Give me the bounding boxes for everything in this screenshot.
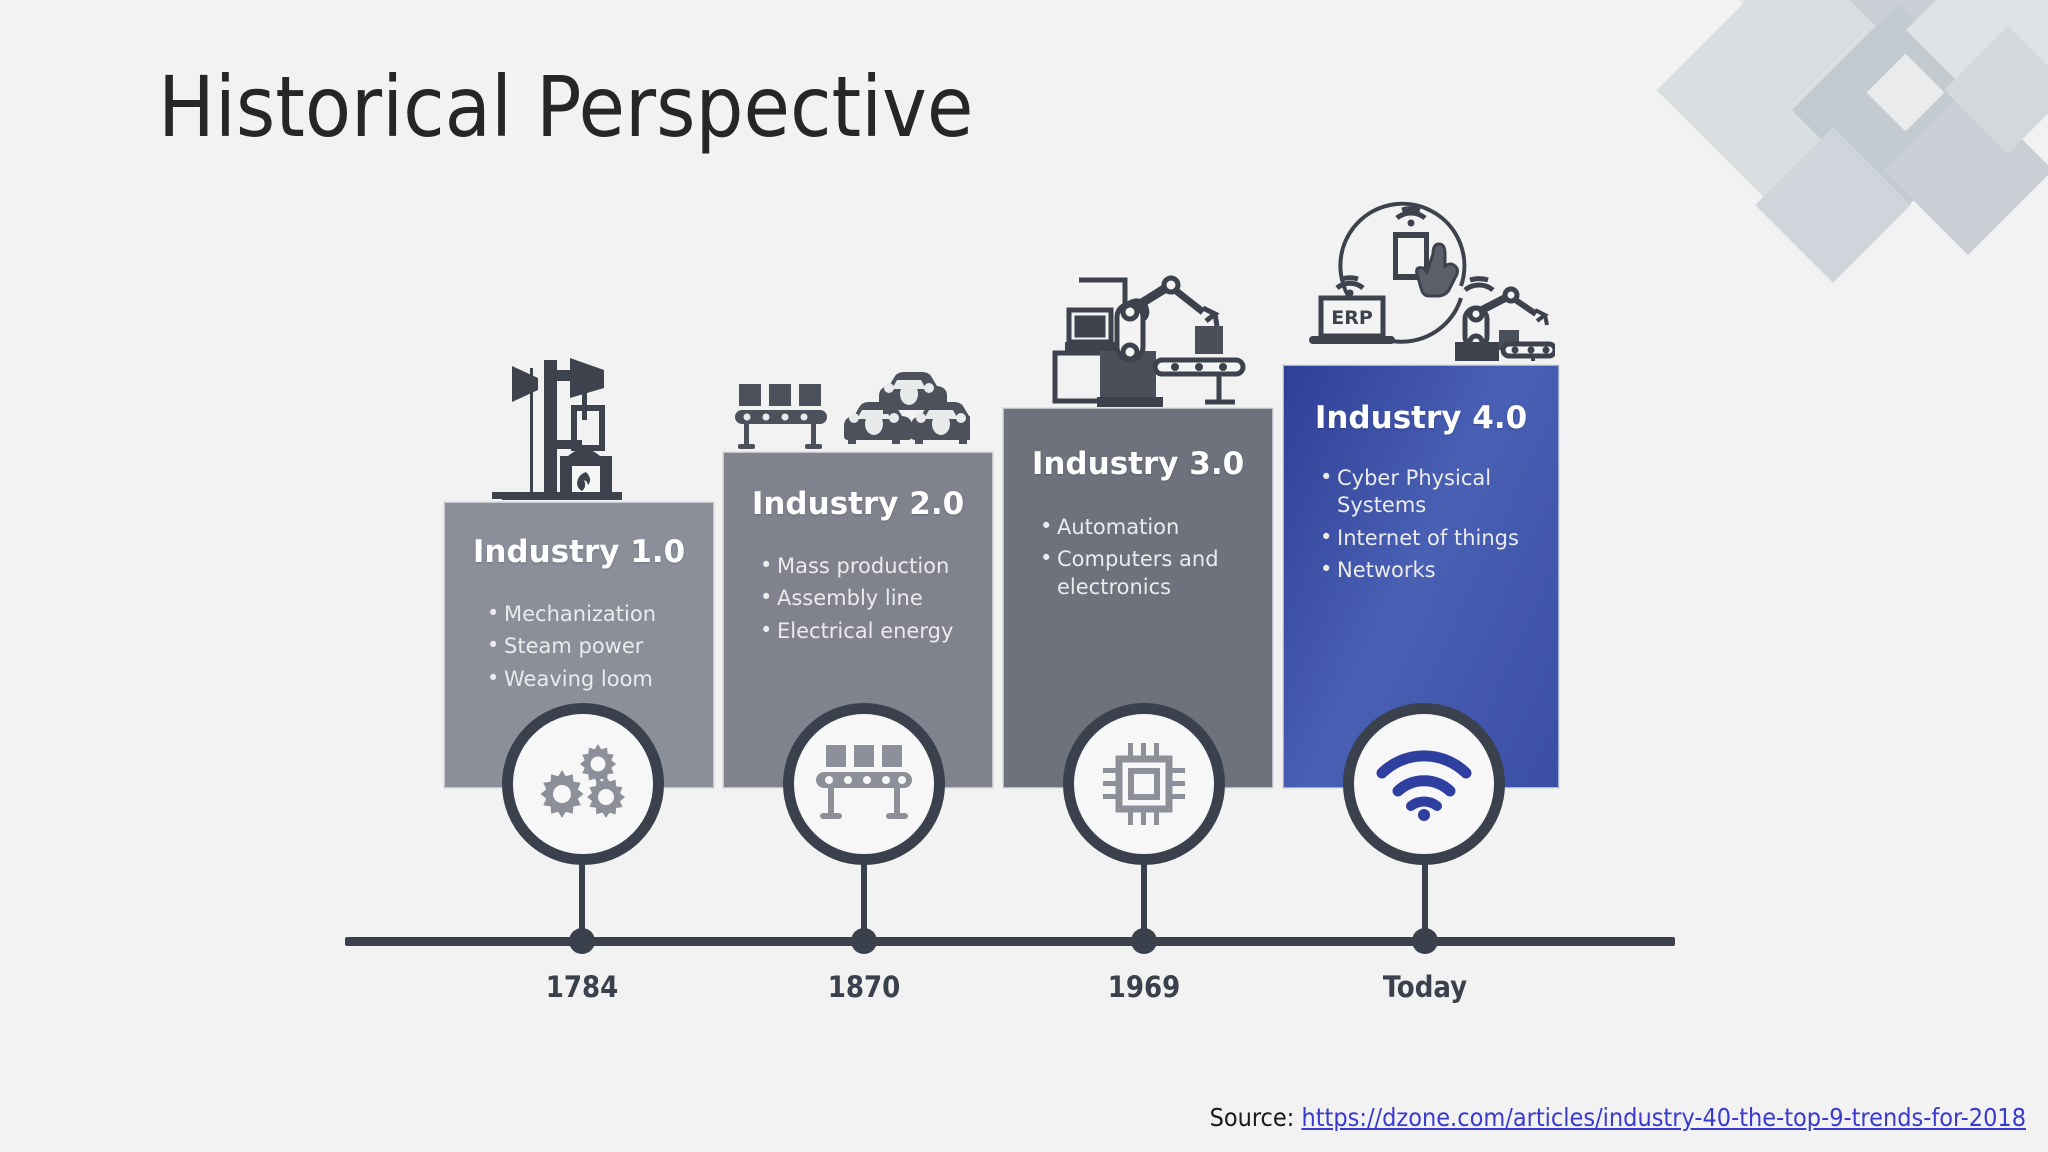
timeline-year-label: 1784: [545, 970, 619, 1004]
robot-arm-computer-illustration: [1045, 268, 1250, 413]
stage-bullets: Automation Computers and electronics: [1040, 513, 1219, 606]
stage-bullet: Assembly line: [760, 584, 953, 612]
timeline-node[interactable]: [851, 928, 877, 954]
stage-title: Industry 1.0: [472, 534, 686, 570]
timeline-stem: [1422, 855, 1428, 941]
timeline-stem: [579, 855, 585, 941]
timeline-node[interactable]: [569, 928, 595, 954]
timeline-axis: [345, 937, 1675, 946]
stage-bar-industry-4[interactable]: Industry 4.0 Cyber Physical Systems Inte…: [1283, 365, 1559, 788]
stage-bullet: Cyber Physical Systems: [1320, 464, 1519, 520]
stage-bar-industry-1[interactable]: Industry 1.0 Mechanization Steam power W…: [444, 502, 714, 788]
stage-bullet: Steam power: [487, 632, 656, 660]
stage-bullets: Cyber Physical Systems Internet of thing…: [1320, 464, 1519, 589]
stage-bullet: Electrical energy: [760, 617, 953, 645]
stage-bullet: Mechanization: [487, 600, 656, 628]
microchip-icon: [1103, 743, 1185, 825]
timeline-year-label: Today: [1382, 970, 1468, 1004]
stage-icon-circle-industry-3[interactable]: [1063, 703, 1225, 865]
stage-bullet: Computers and electronics: [1040, 545, 1219, 601]
stage-bullet: Mass production: [760, 552, 953, 580]
gears-icon: [540, 744, 625, 818]
timeline-node[interactable]: [1412, 928, 1438, 954]
stage-bullet: Weaving loom: [487, 665, 656, 693]
stage-title: Industry 4.0: [1314, 400, 1528, 436]
stage-title: Industry 3.0: [1031, 446, 1245, 482]
stage-bullet: Networks: [1320, 556, 1519, 584]
assembly-line-cars-illustration: [735, 372, 970, 462]
conveyor-belt-icon: [816, 745, 912, 819]
iot-erp-robot-illustration: ERP: [1305, 196, 1555, 361]
timeline-stem: [1141, 855, 1147, 941]
page-title: Historical Perspective: [158, 58, 974, 156]
stage-icon-circle-industry-1[interactable]: [502, 703, 664, 865]
stage-title: Industry 2.0: [751, 486, 965, 522]
steam-engine-illustration: [492, 348, 632, 508]
timeline-node[interactable]: [1131, 928, 1157, 954]
stage-bullet: Internet of things: [1320, 524, 1519, 552]
timeline-year-label: 1870: [827, 970, 901, 1004]
source-link[interactable]: https://dzone.com/articles/industry-40-t…: [1301, 1103, 2026, 1132]
source-line: Source: https://dzone.com/articles/indus…: [1210, 1103, 2026, 1132]
stage-bullets: Mass production Assembly line Electrical…: [760, 552, 953, 650]
wifi-icon: [1376, 750, 1472, 821]
source-prefix: Source:: [1209, 1103, 1302, 1132]
stage-bar-industry-2[interactable]: Industry 2.0 Mass production Assembly li…: [723, 452, 993, 788]
stage-icon-circle-industry-2[interactable]: [783, 703, 945, 865]
timeline-year-label: 1969: [1107, 970, 1181, 1004]
erp-label: ERP: [1331, 307, 1373, 329]
stage-bullet: Automation: [1040, 513, 1219, 541]
timeline-stem: [861, 855, 867, 941]
stage-icon-circle-industry-4[interactable]: [1343, 703, 1505, 865]
stage-bullets: Mechanization Steam power Weaving loom: [487, 600, 656, 698]
